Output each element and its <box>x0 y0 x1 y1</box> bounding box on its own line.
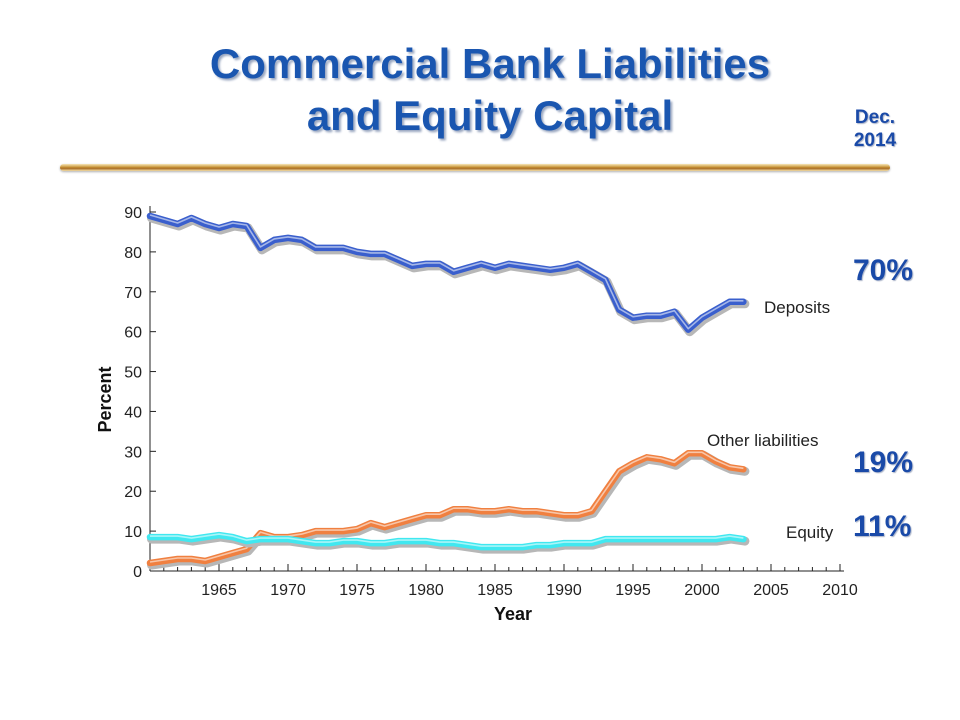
y-tick-label: 30 <box>124 444 142 461</box>
equity-callout: 11% <box>853 510 912 543</box>
other-liabilities-series-label: Other liabilities <box>707 431 819 450</box>
title-line-1: Commercial Bank Liabilities <box>209 40 771 87</box>
date-label: Dec. 2014 <box>830 106 920 152</box>
deposits-series-label: Deposits <box>764 298 830 317</box>
title-divider <box>60 164 890 171</box>
x-tick-label: 1995 <box>615 582 651 599</box>
y-tick-label: 80 <box>124 245 142 262</box>
other-liabilities-callout: 19% <box>853 446 914 479</box>
x-tick-label: 1970 <box>270 582 306 599</box>
y-tick-label: 50 <box>124 365 142 382</box>
y-axis-label: Percent <box>95 366 115 432</box>
y-tick-label: 20 <box>124 484 142 501</box>
title-line-2: and Equity Capital <box>306 92 674 139</box>
equity-series-label: Equity <box>786 523 834 542</box>
deposits-callout: 70% <box>853 254 914 287</box>
deposits-line-highlight <box>149 214 744 330</box>
x-tick-label: 1985 <box>477 582 513 599</box>
x-tick-label: 2005 <box>753 582 789 599</box>
equity-line-highlight <box>150 533 744 547</box>
y-tick-label: 10 <box>124 524 142 541</box>
page-title: Commercial Bank Liabilities and Equity C… <box>160 38 820 142</box>
x-tick-label: 2010 <box>822 582 858 599</box>
x-tick-label: 1980 <box>408 582 444 599</box>
equity-line <box>146 531 747 551</box>
x-tick-label: 1975 <box>339 582 375 599</box>
date-year: 2014 <box>853 130 897 151</box>
y-tick-label: 90 <box>124 205 142 222</box>
y-tick-label: 0 <box>133 564 142 581</box>
y-tick-label: 60 <box>124 325 142 342</box>
x-tick-label: 1990 <box>546 582 582 599</box>
x-tick-label: 1965 <box>201 582 237 599</box>
date-month: Dec. <box>854 107 896 128</box>
x-tick-label: 2000 <box>684 582 720 599</box>
y-tick-label: 40 <box>124 404 142 421</box>
y-tick-label: 70 <box>124 285 142 302</box>
x-axis-label: Year <box>494 604 532 624</box>
